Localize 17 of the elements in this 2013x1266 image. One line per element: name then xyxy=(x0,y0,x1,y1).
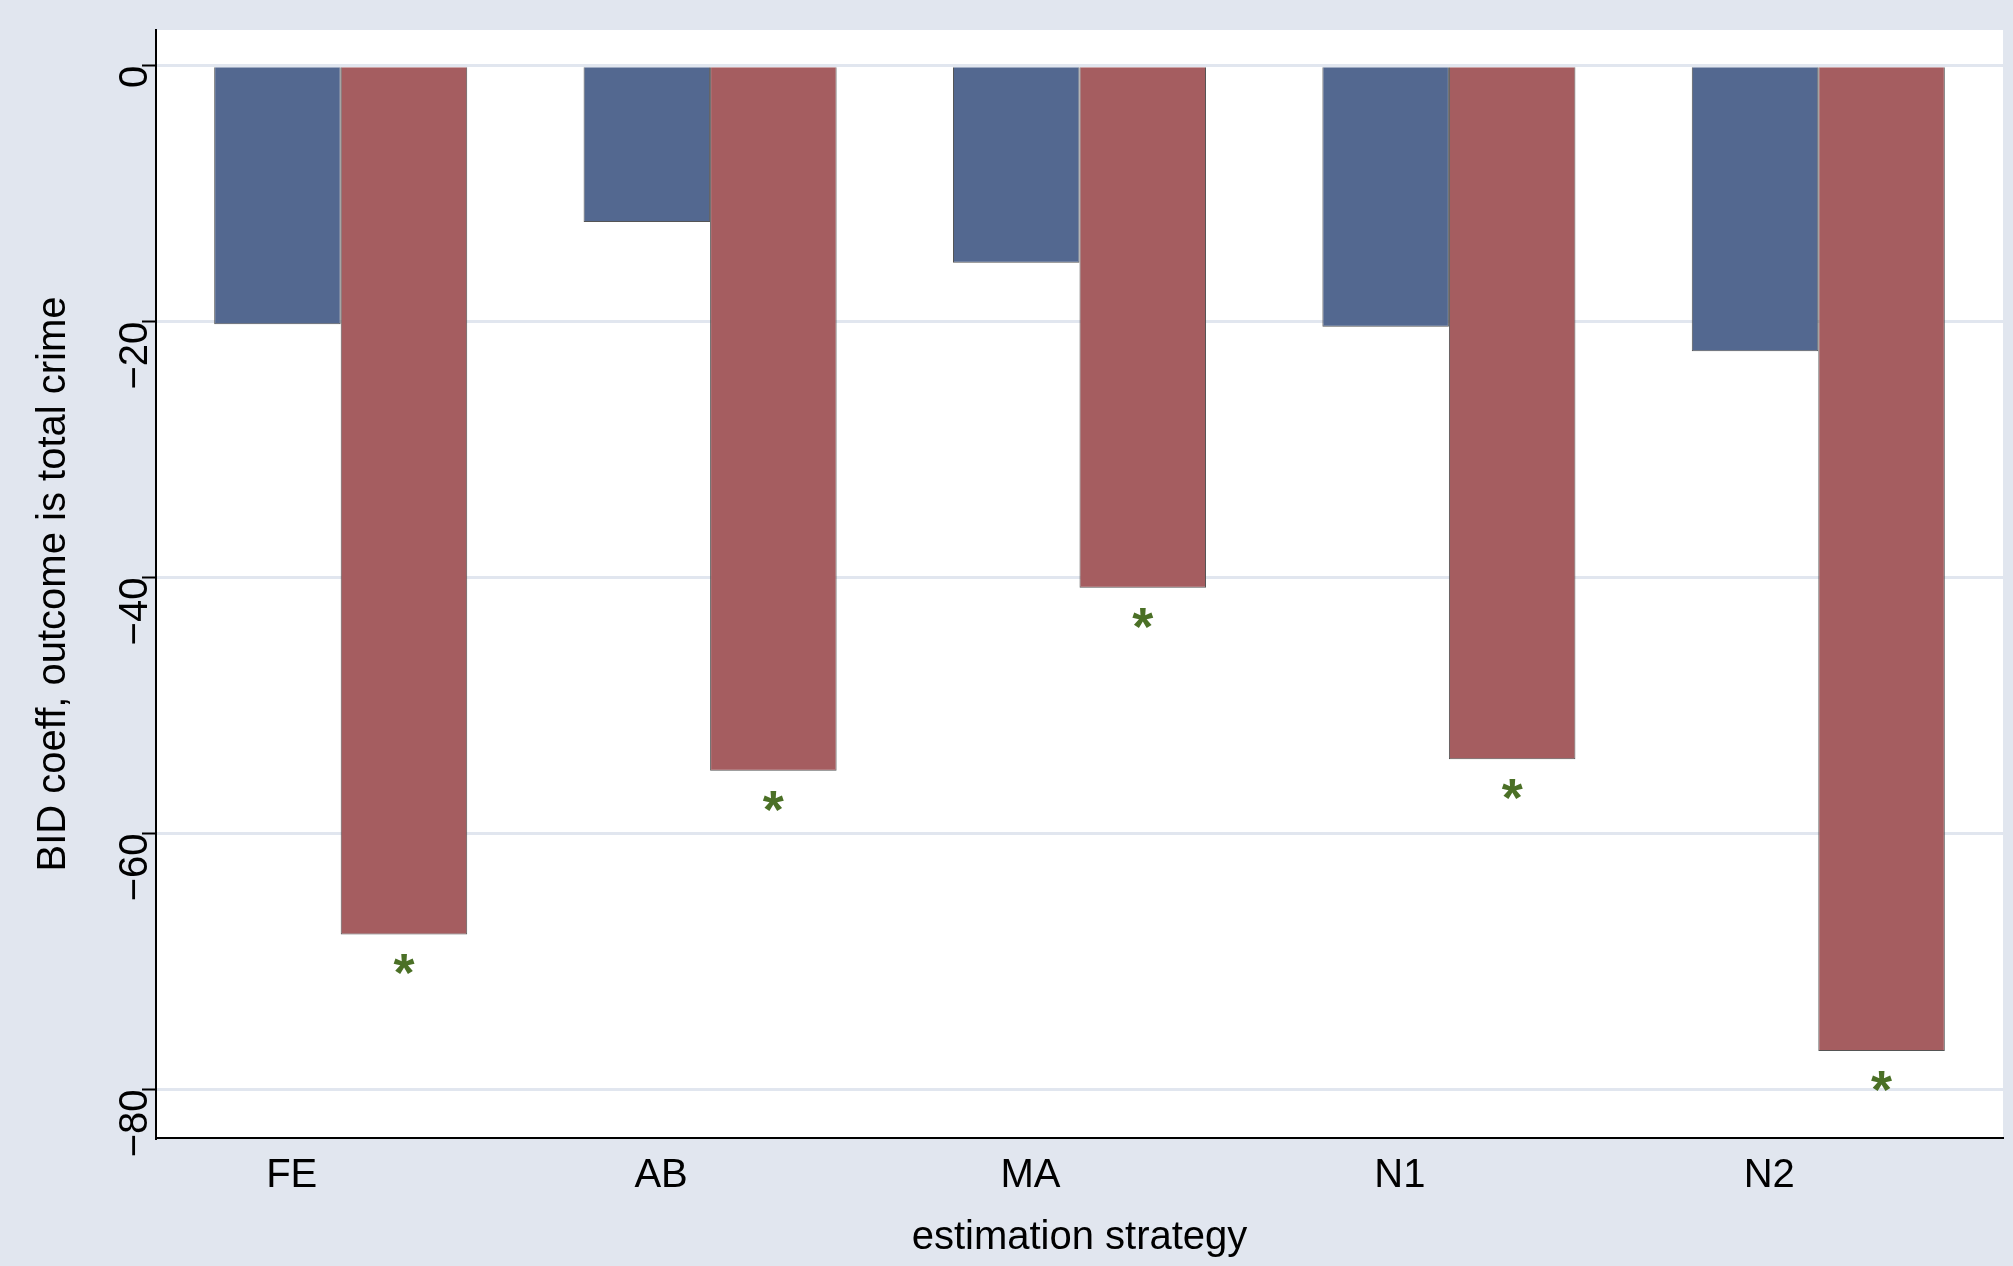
y-tick-label: −40 xyxy=(111,577,156,646)
x-tick-label: AB xyxy=(634,1151,688,1196)
x-tick-label: N1 xyxy=(1374,1151,1426,1196)
x-tick-label: N2 xyxy=(1743,1151,1795,1196)
annotation: * xyxy=(1132,595,1154,656)
x-tick-label: FE xyxy=(266,1151,318,1196)
x-tick-label: MA xyxy=(1000,1151,1061,1196)
annotation: * xyxy=(762,778,784,839)
annotation: * xyxy=(1501,767,1523,828)
y-tick-label: −20 xyxy=(111,321,156,390)
y-axis-title: BID coeff, outcome is total crime xyxy=(29,296,74,872)
x-axis-title: estimation strategy xyxy=(911,1213,1248,1258)
annotation: * xyxy=(1871,1058,1893,1119)
annotation: * xyxy=(393,942,415,1003)
y-tick-label: 0 xyxy=(111,65,156,89)
y-tick-label: −60 xyxy=(111,833,156,902)
y-tick-label: −80 xyxy=(111,1089,156,1158)
